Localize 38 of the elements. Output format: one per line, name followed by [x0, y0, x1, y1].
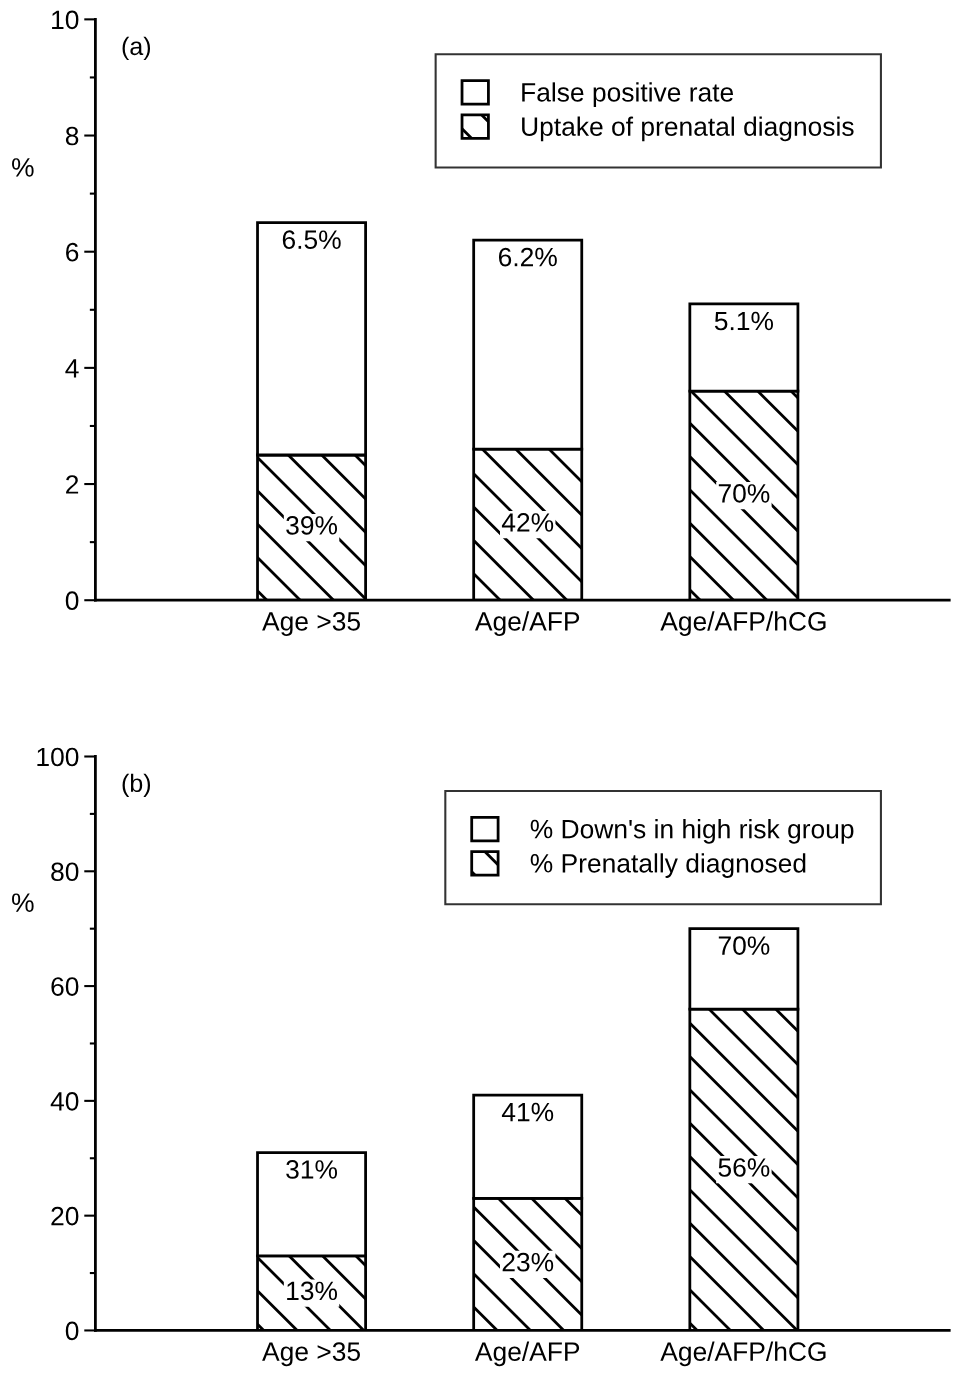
total-label: 70% — [718, 936, 770, 955]
annotation: 23% — [502, 1252, 554, 1272]
annotation: 42% — [501, 513, 554, 532]
y-tick-label: 60 — [51, 977, 79, 996]
total-label: 6.5% — [282, 230, 341, 250]
x-tick-label: Age/AFP/hCG — [660, 1341, 826, 1367]
total-label: 31% — [286, 1160, 338, 1179]
y-tick-label: 40 — [50, 1092, 79, 1111]
total-label: 41% — [501, 1102, 554, 1122]
y-tick-label: 0 — [65, 591, 79, 611]
total-label: 6.2% — [498, 247, 557, 267]
y-tick-label: 80 — [51, 862, 79, 882]
annotation: 13% — [287, 1281, 338, 1301]
annotation: (a) — [122, 36, 151, 61]
legend-label: % Prenatally diagnosed — [530, 853, 806, 878]
legend-label: % Down's in high risk group — [530, 819, 854, 844]
y-tick-label: 10 — [52, 10, 79, 30]
y-tick-label: 4 — [65, 359, 79, 378]
y-tick-label: 0 — [65, 1321, 79, 1341]
annotation: 70% — [718, 484, 770, 503]
y-tick-label: 8 — [65, 126, 79, 146]
y-tick-label: 6 — [66, 242, 79, 262]
y-axis-title: % — [12, 158, 34, 177]
y-tick-label: 100 — [37, 747, 79, 767]
annotation: 56% — [718, 1158, 770, 1177]
x-tick-label: Age/AFP — [474, 1341, 580, 1367]
x-tick-label: Age/AFP/hCG — [660, 611, 826, 636]
x-tick-label: Age >35 — [262, 612, 360, 636]
legend-label: False positive rate — [522, 82, 734, 107]
y-tick-label: 20 — [51, 1206, 79, 1226]
legend-label: Uptake of prenatal diagnosis — [522, 116, 854, 142]
annotation: (b) — [122, 773, 151, 798]
total-label: 5.1% — [714, 311, 774, 331]
annotation: 39% — [286, 516, 338, 535]
x-tick-label: Age/AFP — [474, 611, 580, 636]
y-tick-label: 2 — [66, 475, 79, 494]
y-axis-title: % — [12, 893, 34, 912]
x-tick-label: Age >35 — [262, 1342, 360, 1367]
